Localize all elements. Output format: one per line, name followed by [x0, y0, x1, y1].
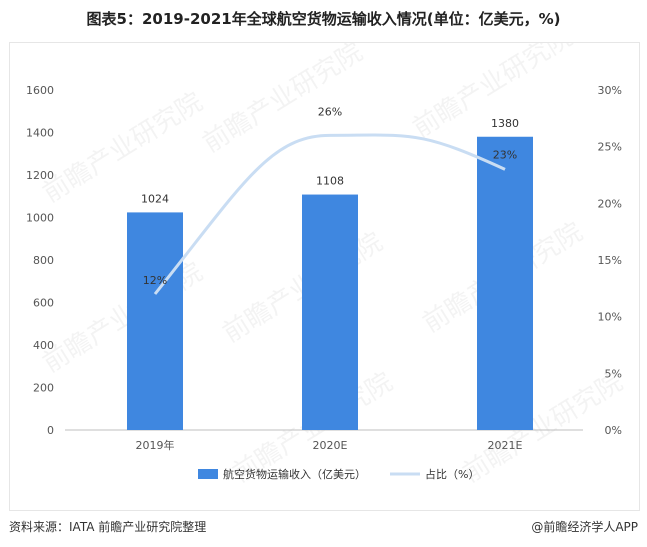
y-left-tick-label: 1400 [26, 127, 54, 140]
chart: 前瞻产业研究院前瞻产业研究院前瞻产业研究院前瞻产业研究院前瞻产业研究院前瞻产业研… [26, 22, 628, 489]
y-right-tick-label: 25% [598, 141, 622, 154]
y-left-tick-label: 1600 [26, 84, 54, 97]
watermark-text: 前瞻产业研究院 [38, 87, 208, 209]
x-tick-label: 2020E [313, 439, 348, 452]
legend-line-label: 占比（%） [425, 467, 479, 481]
bars [127, 136, 533, 430]
line-series [153, 133, 506, 295]
line-value-label: 23% [493, 148, 517, 161]
x-tick-label: 2019年 [136, 438, 175, 452]
y-right-tick-label: 30% [598, 84, 622, 97]
bar [127, 212, 183, 430]
y-left-tick-label: 400 [33, 339, 54, 352]
chart-panel: 前瞻产业研究院前瞻产业研究院前瞻产业研究院前瞻产业研究院前瞻产业研究院前瞻产业研… [9, 22, 640, 511]
bar-value-label: 1024 [141, 192, 169, 205]
y-right-tick-label: 10% [598, 311, 622, 324]
x-tick-label: 2021E [488, 439, 523, 452]
footer: 资料来源：IATA 前瞻产业研究院整理 @前瞻经济学人APP [9, 518, 638, 538]
bar-value-label: 1380 [491, 117, 519, 130]
source-note: 资料来源：IATA 前瞻产业研究院整理 [9, 520, 207, 534]
line-value-label: 26% [318, 105, 342, 118]
y-left-tick-label: 0 [47, 424, 54, 437]
legend-bar-label: 航空货物运输收入（亿美元） [223, 467, 366, 481]
bar [477, 136, 533, 430]
legend: 航空货物运输收入（亿美元） 占比（%） [198, 467, 479, 481]
legend-bar-swatch [198, 469, 218, 479]
y-left-tick-label: 200 [33, 382, 54, 395]
y-right-tick-label: 0% [605, 424, 622, 437]
y-left-tick-label: 1000 [26, 212, 54, 225]
bar [302, 194, 358, 430]
y-right-tick-label: 15% [598, 254, 622, 267]
chart-title: 图表5：2019-2021年全球航空货物运输收入情况(单位：亿美元，%) [86, 10, 561, 28]
data-labels: 1024 1108 1380 12% 26% 23% [141, 105, 519, 287]
brand-note: @前瞻经济学人APP [531, 520, 638, 534]
bar-value-label: 1108 [316, 175, 344, 188]
y-left-tick-label: 600 [33, 297, 54, 310]
y-right-tick-label: 5% [605, 367, 622, 380]
y-left-tick-label: 1200 [26, 169, 54, 182]
watermark-text: 前瞻产业研究院 [198, 43, 368, 159]
y-right-tick-label: 20% [598, 197, 622, 210]
percent-line [153, 133, 506, 295]
line-value-label: 12% [143, 274, 167, 287]
y-left-tick-label: 800 [33, 254, 54, 267]
